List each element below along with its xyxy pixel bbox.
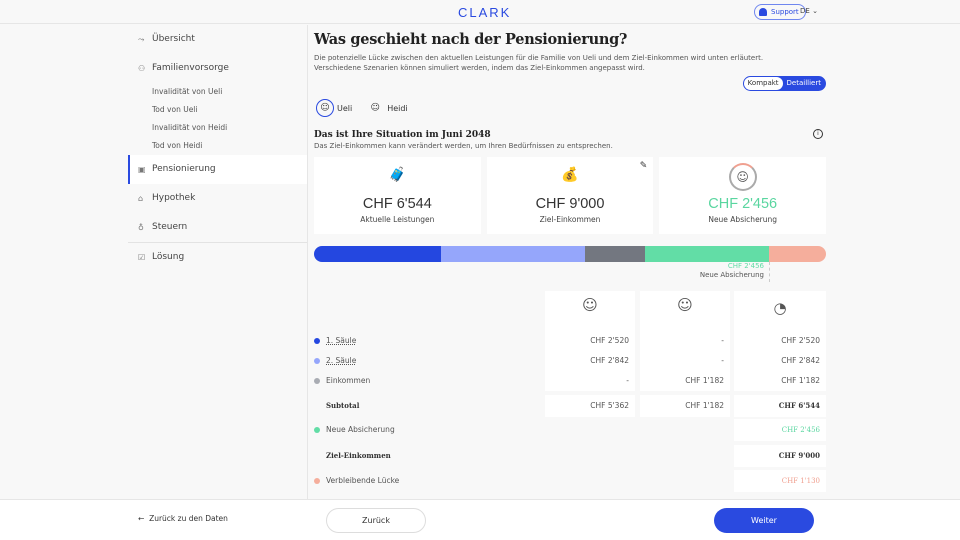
- column-background: [734, 331, 826, 391]
- chevron-down-icon: ⌄: [812, 7, 818, 15]
- table-cell: CHF 9'000: [734, 445, 826, 467]
- row-label[interactable]: 1. Säule: [326, 336, 357, 345]
- column-background: [545, 331, 635, 391]
- table-cell: CHF 2'842: [590, 356, 629, 365]
- table-row: Verbleibende Lücke CHF 1'130: [314, 470, 826, 492]
- table-cell: CHF 5'362: [545, 395, 635, 417]
- row-label: Ziel-Einkommen: [326, 451, 391, 460]
- sidebar-item-steuern[interactable]: ♁ Steuern: [128, 213, 307, 242]
- legend-dot: [314, 478, 320, 484]
- next-button[interactable]: Weiter: [714, 508, 814, 533]
- language-select[interactable]: DE ⌄: [800, 7, 818, 15]
- info-icon[interactable]: i: [813, 129, 823, 139]
- legend-dot: [314, 427, 320, 433]
- row-label: Neue Absicherung: [326, 425, 395, 434]
- sidebar: ⤳ Übersicht ⚇ Familienvorsorge Invalidität…: [128, 25, 307, 272]
- table-cell: CHF 1'182: [685, 376, 724, 385]
- bar-segment: [585, 246, 645, 262]
- footer: ← Zurück zu den Daten Zurück Weiter: [0, 499, 960, 540]
- woman-avatar-icon: ☺: [370, 103, 380, 113]
- sidebar-item-loesung[interactable]: ☑ Lösung: [128, 243, 307, 272]
- page-title: Was geschieht nach der Pensionierung?: [314, 31, 628, 48]
- back-button[interactable]: Zurück: [326, 508, 426, 533]
- legend-dot: [314, 378, 320, 384]
- bar-marker-label: CHF 2'456 Neue Absicherung: [699, 262, 764, 279]
- marker-line: [769, 262, 770, 282]
- logo[interactable]: CLARK: [458, 5, 512, 20]
- overview-icon: ⤳: [138, 35, 145, 44]
- main-content: Was geschieht nach der Pensionierung? Di…: [314, 25, 827, 492]
- column-background: [640, 331, 730, 391]
- row-label: Einkommen: [326, 376, 371, 385]
- suitcase-icon: 🧳: [388, 167, 407, 183]
- tab-ueli[interactable]: ☺ Ueli: [316, 99, 352, 117]
- sidebar-item-pensionierung[interactable]: ▣ Pensionierung: [128, 155, 307, 184]
- sidebar-subitem[interactable]: Invalidität von Heidi: [152, 123, 228, 132]
- table-row: Ziel-Einkommen CHF 9'000: [314, 445, 826, 467]
- table-cell: CHF 2'520: [781, 336, 820, 345]
- table-cell: CHF 2'520: [590, 336, 629, 345]
- legend-dot: [314, 358, 320, 364]
- toggle-kompakt[interactable]: Kompakt: [743, 77, 783, 90]
- tab-heidi[interactable]: ☺ Heidi: [366, 99, 408, 117]
- support-icon: [759, 8, 767, 16]
- support-button[interactable]: Support: [754, 4, 806, 20]
- table-cell: CHF 1'182: [640, 395, 730, 417]
- bar-segment: [644, 246, 769, 262]
- card-target-income[interactable]: ✎ 💰 CHF 9'000 Ziel-Einkommen: [486, 157, 654, 234]
- sidebar-item-uebersicht[interactable]: ⤳ Übersicht: [128, 25, 307, 54]
- table-row: Neue Absicherung CHF 2'456: [314, 419, 826, 441]
- row-label: Subtotal: [326, 401, 360, 410]
- table-cell: -: [721, 336, 724, 345]
- money-bag-icon: 💰: [561, 167, 579, 183]
- pencil-icon[interactable]: ✎: [639, 161, 648, 171]
- section-title: Das ist Ihre Situation im Juni 2048: [314, 130, 491, 140]
- suitcase-icon: ▣: [138, 165, 146, 174]
- row-label[interactable]: 2. Säule: [326, 356, 357, 365]
- back-to-data-link[interactable]: ← Zurück zu den Daten: [138, 514, 228, 523]
- person-ring-icon: ☺: [728, 163, 757, 191]
- table-cell: CHF 6'544: [734, 395, 826, 417]
- man-avatar-icon: ☺: [316, 99, 334, 117]
- bar-segment: [441, 246, 585, 262]
- table-row: Subtotal CHF 5'362 CHF 1'182 CHF 6'544: [314, 395, 826, 417]
- row-label: Verbleibende Lücke: [326, 476, 400, 485]
- table-row: 2. Säule CHF 2'842 - CHF 2'842: [314, 351, 826, 371]
- sidebar-subitem[interactable]: Tod von Heidi: [152, 141, 203, 150]
- card-current-benefits: 🧳 CHF 6'544 Aktuelle Leistungen: [314, 157, 481, 234]
- arrow-left-icon: ←: [138, 514, 145, 523]
- sidebar-subitem[interactable]: Invalidität von Ueli: [152, 87, 223, 96]
- sidebar-subitem[interactable]: Tod von Ueli: [152, 105, 198, 114]
- person-tabs: ☺ Ueli ☺ Heidi: [316, 99, 408, 117]
- table-cell: -: [626, 376, 629, 385]
- table-cell: CHF 2'456: [734, 419, 826, 441]
- page-description: Die potenzielle Lücke zwischen den aktue…: [314, 54, 764, 72]
- table-cell: CHF 1'130: [734, 470, 826, 492]
- legend-dot: [314, 338, 320, 344]
- solution-icon: ☑: [138, 253, 146, 262]
- table-cell: -: [721, 356, 724, 365]
- view-toggle[interactable]: Kompakt Detailliert: [742, 76, 826, 91]
- sidebar-item-hypothek[interactable]: ⌂ Hypothek: [128, 184, 307, 213]
- card-new-coverage: ☺ CHF 2'456 Neue Absicherung: [659, 157, 827, 234]
- family-icon: ⚇: [138, 64, 146, 73]
- bar-segment: [768, 246, 826, 262]
- table-cell: CHF 2'842: [781, 356, 820, 365]
- table-row: 1. Säule CHF 2'520 - CHF 2'520: [314, 331, 826, 351]
- stacked-bar: [314, 246, 826, 262]
- divider: [128, 242, 307, 243]
- sidebar-item-familienvorsorge[interactable]: ⚇ Familienvorsorge: [128, 54, 307, 83]
- toggle-detailliert[interactable]: Detailliert: [786, 79, 821, 87]
- house-icon: ⌂: [138, 194, 144, 203]
- top-bar: CLARK Support DE ⌄: [0, 0, 960, 24]
- bar-segment: [314, 246, 442, 262]
- section-description: Das Ziel-Einkommen kann verändert werden…: [314, 142, 613, 150]
- table-row: Einkommen - CHF 1'182 CHF 1'182: [314, 371, 826, 391]
- money-bag-icon: ♁: [138, 223, 144, 232]
- table-cell: CHF 1'182: [781, 376, 820, 385]
- divider: [307, 25, 308, 499]
